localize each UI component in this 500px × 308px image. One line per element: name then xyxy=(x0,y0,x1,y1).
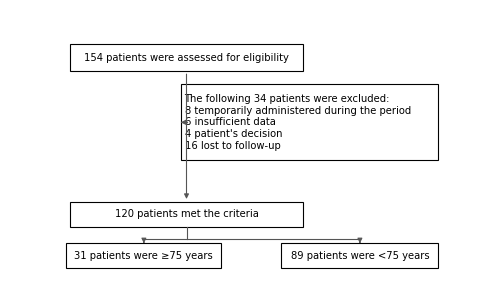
FancyBboxPatch shape xyxy=(66,243,222,268)
FancyBboxPatch shape xyxy=(70,202,303,227)
Text: 89 patients were <75 years: 89 patients were <75 years xyxy=(290,251,429,261)
Text: 31 patients were ≥75 years: 31 patients were ≥75 years xyxy=(74,251,213,261)
FancyBboxPatch shape xyxy=(282,243,438,268)
Text: The following 34 patients were excluded:
8 temporarily administered during the p: The following 34 patients were excluded:… xyxy=(184,94,411,151)
FancyBboxPatch shape xyxy=(70,44,303,71)
FancyBboxPatch shape xyxy=(180,84,438,160)
Text: 154 patients were assessed for eligibility: 154 patients were assessed for eligibili… xyxy=(84,53,289,63)
Text: 120 patients met the criteria: 120 patients met the criteria xyxy=(114,209,258,219)
